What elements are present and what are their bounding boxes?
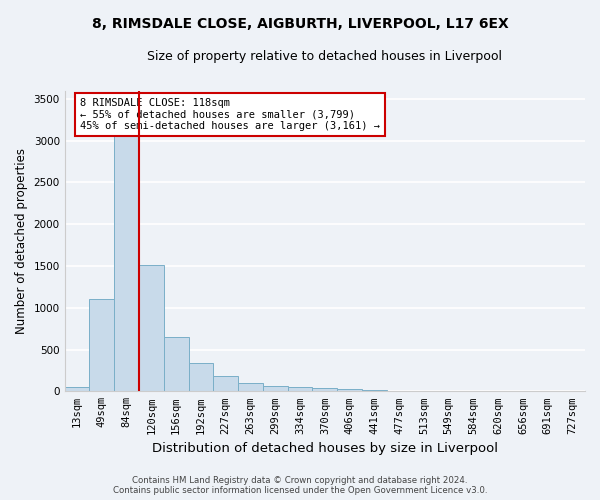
Text: Contains HM Land Registry data © Crown copyright and database right 2024.
Contai: Contains HM Land Registry data © Crown c… bbox=[113, 476, 487, 495]
Text: 8 RIMSDALE CLOSE: 118sqm
← 55% of detached houses are smaller (3,799)
45% of sem: 8 RIMSDALE CLOSE: 118sqm ← 55% of detach… bbox=[80, 98, 380, 132]
Text: 8, RIMSDALE CLOSE, AIGBURTH, LIVERPOOL, L17 6EX: 8, RIMSDALE CLOSE, AIGBURTH, LIVERPOOL, … bbox=[92, 18, 508, 32]
Bar bbox=[114, 100, 139, 392]
Bar bbox=[337, 390, 362, 392]
Bar bbox=[214, 376, 238, 392]
Bar bbox=[65, 386, 89, 392]
Bar bbox=[164, 337, 188, 392]
X-axis label: Distribution of detached houses by size in Liverpool: Distribution of detached houses by size … bbox=[152, 442, 498, 455]
Bar bbox=[287, 387, 313, 392]
Bar bbox=[263, 386, 287, 392]
Bar bbox=[139, 265, 164, 392]
Bar bbox=[313, 388, 337, 392]
Title: Size of property relative to detached houses in Liverpool: Size of property relative to detached ho… bbox=[148, 50, 502, 63]
Bar bbox=[387, 390, 412, 392]
Bar bbox=[89, 300, 114, 392]
Bar bbox=[188, 363, 214, 392]
Bar bbox=[362, 390, 387, 392]
Bar bbox=[238, 383, 263, 392]
Y-axis label: Number of detached properties: Number of detached properties bbox=[15, 148, 28, 334]
